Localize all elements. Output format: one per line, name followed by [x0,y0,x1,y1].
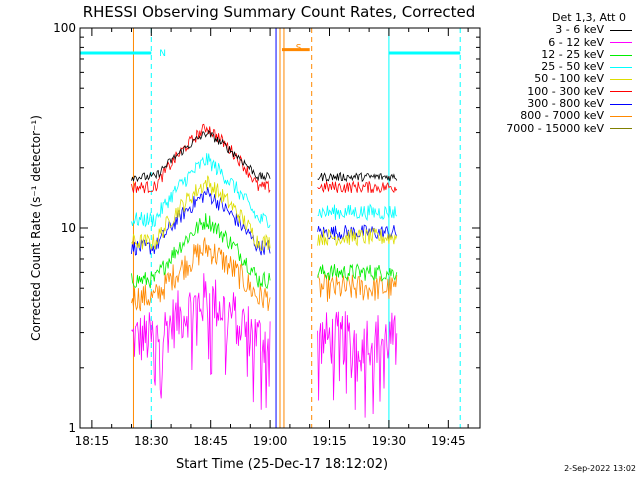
legend-swatch [610,128,632,130]
legend-swatch [610,54,632,56]
legend-entry: 300 - 800 keV [484,97,636,111]
legend-entries: 3 - 6 keV 6 - 12 keV 12 - 25 keV 25 - 50 ke… [484,23,636,135]
legend-entry: 3 - 6 keV [484,23,636,37]
legend-title: Det 1,3, Att 0 [552,11,626,24]
series-line-2 [131,213,398,289]
legend: Det 1,3, Att 0 3 - 6 keV 6 - 12 keV 12 - 2… [484,11,636,135]
plot-area: NS [79,28,461,428]
series-line-3 [131,153,398,228]
legend-label: 50 - 100 keV [534,72,604,86]
legend-swatch [610,91,632,93]
y-axis-label: Corrected Count Rate (s⁻¹ detector⁻¹) [29,115,43,341]
legend-swatch [610,116,632,118]
x-tick-label: 19:15 [312,434,347,448]
y-tick-label: 100 [53,21,76,35]
legend-label: 100 - 300 keV [527,84,604,98]
legend-label: 25 - 50 keV [541,60,604,74]
legend-swatch [610,103,632,105]
x-tick-label: 19:45 [431,434,466,448]
axes: 1 10 100 18:15 18:30 18:45 19:00 19:15 19:30 19:4… [53,21,480,448]
x-tick-label: 18:45 [193,434,228,448]
legend-swatch [610,42,632,44]
annotation-label-2: S [296,44,302,54]
legend-label: 6 - 12 keV [548,35,604,49]
legend-entry: 50 - 100 keV [484,73,636,85]
legend-entry: 12 - 25 keV [484,47,636,61]
x-axis-label: Start Time (25-Dec-17 18:12:02) [176,457,388,472]
y-tick-label: 10 [61,221,76,235]
series-line-0 [131,129,398,183]
legend-entry: 100 - 300 keV [484,84,636,98]
x-tick-label: 18:15 [75,434,110,448]
legend-swatch [610,29,632,31]
annotation-label-0: N [159,49,166,59]
timestamp: 2-Sep-2022 13:02 [564,464,636,473]
legend-entry: 6 - 12 keV [484,35,636,49]
x-tick-label: 19:00 [253,434,288,448]
legend-swatch [610,66,632,68]
legend-label: 7000 - 15000 keV [506,121,604,135]
chart-title: RHESSI Observing Summary Count Rates, Co… [83,3,476,21]
series-line-6 [131,187,398,256]
series-line-7 [131,237,398,312]
series-line-4 [131,175,398,251]
legend-label: 800 - 7000 keV [520,109,604,123]
series-line-5 [131,123,398,194]
legend-entry: 7000 - 15000 keV [484,121,636,135]
legend-label: 300 - 800 keV [527,97,604,111]
legend-swatch [610,79,632,81]
legend-entry: 25 - 50 keV [484,60,636,74]
legend-label: 12 - 25 keV [541,47,604,61]
x-tick-label: 18:30 [134,434,169,448]
legend-entry: 800 - 7000 keV [484,110,636,122]
series-line-1 [131,273,398,418]
x-tick-label: 19:30 [372,434,407,448]
y-tick-label: 1 [68,421,76,435]
legend-label: 3 - 6 keV [555,23,604,37]
